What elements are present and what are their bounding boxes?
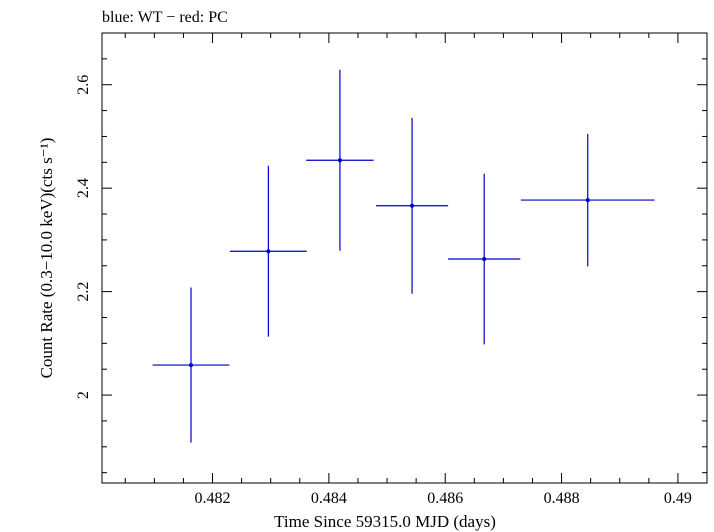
point-marker [337,158,342,163]
point-marker [266,249,271,254]
data-point [229,165,307,337]
data-series [152,69,655,443]
chart-title: blue: WT − red: PC [102,9,228,26]
x-axis-ticks: 0.482 0.484 0.486 0.488 0.49 [124,33,708,507]
data-point [375,117,449,294]
plot-frame [101,32,708,484]
y-tick-label: 2.2 [75,282,92,302]
data-point [448,173,521,345]
x-tick-label: 0.482 [195,490,231,507]
y-tick-label: 2 [75,391,92,399]
y-axis-label: Count Rate (0.3−10.0 keV)(cts s⁻¹) [37,138,56,379]
data-point [520,133,655,267]
data-point [306,69,374,251]
x-tick-label: 0.484 [311,490,347,507]
x-tick-label: 0.488 [544,490,580,507]
point-marker [482,257,487,262]
x-tick-label: 0.486 [427,490,463,507]
x-axis-label: Time Since 59315.0 MJD (days) [274,512,496,531]
y-tick-label: 2.6 [75,75,92,95]
x-tick-label: 0.49 [664,490,692,507]
y-axis-ticks: 2 2.2 2.4 2.6 [75,32,707,474]
point-marker [585,198,590,203]
y-tick-label: 2.4 [75,178,92,198]
point-marker [410,203,415,208]
data-point [152,287,230,443]
point-marker [189,363,194,368]
